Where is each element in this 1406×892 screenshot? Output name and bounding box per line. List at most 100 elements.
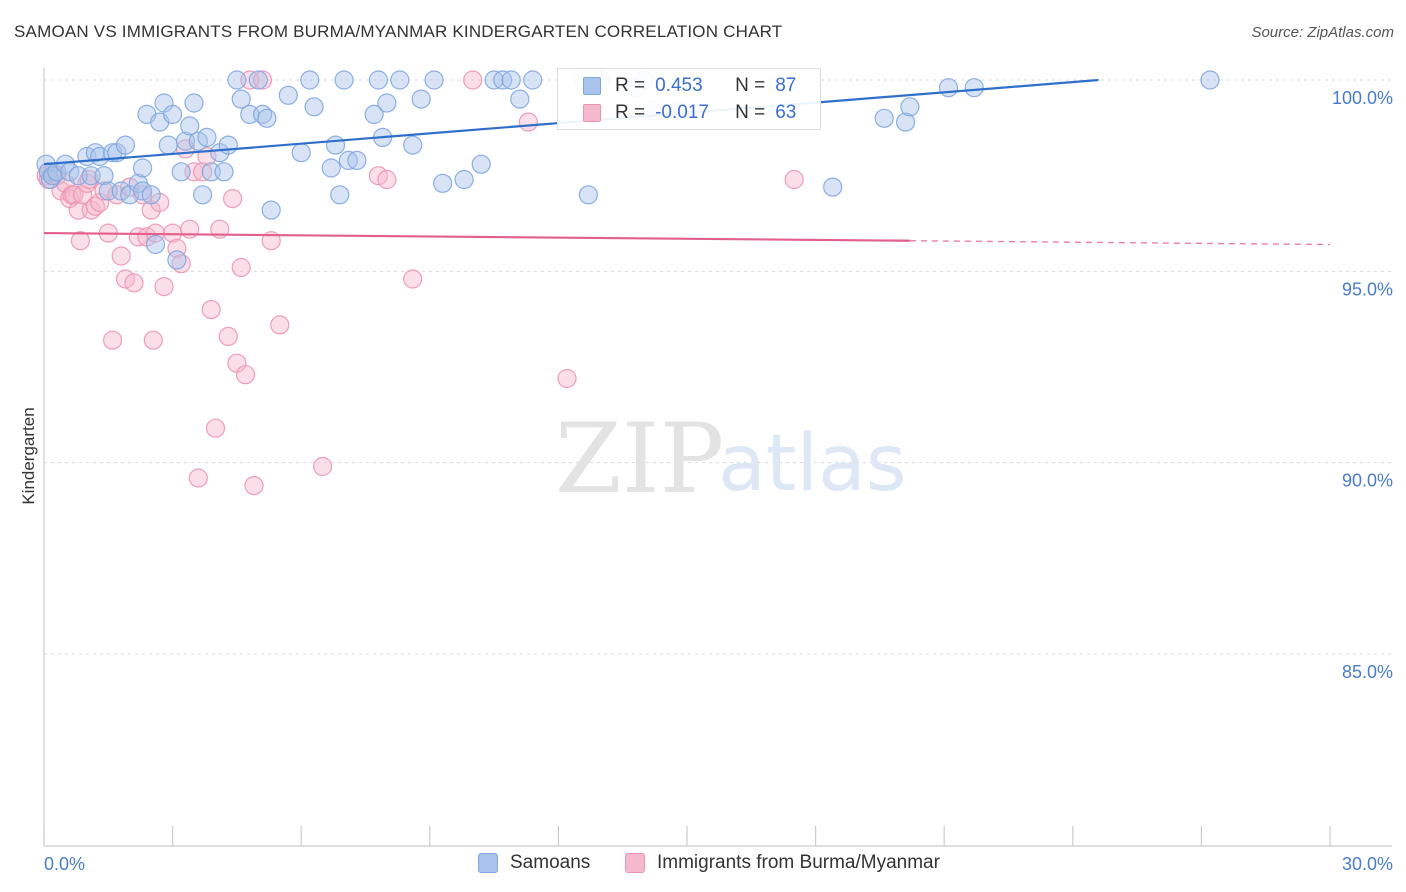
samoans-point [454,169,474,190]
burma-point [463,70,483,90]
burma-point [70,231,91,251]
y-axis-label: Kindergarten [19,407,38,504]
samoans-point [193,185,213,205]
samoans-point [578,185,599,205]
samoans-point [321,158,341,178]
samoans-point [510,89,530,109]
burma-point [143,330,163,350]
chart-title: SAMOAN VS IMMIGRANTS FROM BURMA/MYANMAR … [14,22,783,41]
burma-point [244,476,264,496]
samoans-point [895,112,916,132]
burma-point [167,238,187,258]
legend-row-samoans: R = 0.453 N = 87 [583,73,796,99]
burma-point [270,315,290,335]
samoans-point [141,185,161,205]
samoans-point [411,89,431,109]
trend-line-burma [43,231,910,242]
legend-row-burma: R = -0.017 N = 63 [583,100,796,126]
samoans-point [471,154,491,174]
burma-point [403,269,423,289]
samoans-point [368,70,388,90]
burma-point [201,300,221,320]
legend-item-samoans: Samoans [478,852,590,874]
samoans-point [874,108,894,128]
burma-point [235,365,256,385]
burma-point [231,257,251,278]
series-burma-points [36,70,804,496]
burma-point [223,189,243,209]
chart-source: Source: ZipAtlas.com [1251,24,1394,41]
samoans-point [171,162,191,182]
samoans-point [145,234,166,255]
samoans-point [424,70,444,90]
axis-labels: 85.0% 90.0% 95.0% 100.0% 0.0% 30.0% Kindergart… [19,88,1393,874]
x-tick-label-max: 30.0% [1342,854,1393,874]
burma-point [784,169,804,190]
burma-point [518,112,539,132]
burma-point [111,246,131,266]
x-tick-label-min: 0.0% [44,854,85,874]
burma-point [218,326,238,346]
samoans-point [330,185,350,205]
burma-point [154,277,174,297]
samoans-point [218,135,238,155]
legend-label-burma: Immigrants from Burma/Myanmar [657,852,940,873]
samoans-point [94,166,114,186]
legend-swatch-samoans [583,77,601,95]
burma-point [253,70,273,90]
legend-swatch-burma [625,853,645,873]
samoans-point [257,108,277,128]
legend-n-value-burma: 63 [775,102,797,123]
samoans-point [167,250,187,270]
legend-r-label: R = [615,102,646,123]
samoans-point [248,70,268,90]
burma-point [205,418,226,438]
samoans-point [823,177,843,197]
samoans-point [347,150,367,170]
samoans-point [1200,70,1220,90]
burma-point [377,169,397,190]
legend-r-value-samoans: 0.453 [655,75,703,96]
burma-point [313,456,333,477]
burma-point [188,468,208,488]
y-tick-label: 95.0% [1342,279,1393,299]
y-tick-label: 90.0% [1342,471,1393,491]
samoans-point [133,158,153,178]
watermark-atlas: atlas [718,419,907,509]
samoans-point [364,104,384,125]
legend-swatch-burma [583,104,601,122]
burma-point [557,368,577,389]
samoans-point [501,70,521,90]
burma-point [102,330,123,350]
samoans-point [214,162,234,182]
samoans-point [227,70,247,90]
legend-swatch-samoans [478,853,498,873]
samoans-point [261,200,281,220]
samoans-point [300,70,320,90]
axes [43,68,1392,847]
correlation-legend: R = 0.453 N = 87 R = -0.017 N = 63 [557,68,821,130]
watermark-zip: ZIP [555,403,724,515]
legend-label-samoans: Samoans [510,852,591,873]
watermark: ZIP atlas [555,403,907,515]
samoans-point [433,173,453,193]
samoans-point [291,143,311,163]
legend-r-label: R = [615,75,646,96]
samoans-point [900,97,920,117]
series-samoans-points [36,70,1220,270]
samoans-point [278,85,298,105]
y-tick-label: 100.0% [1332,88,1393,108]
samoans-point [964,78,984,98]
legend-n-label: N = [735,102,766,123]
legend-item-burma: Immigrants from Burma/Myanmar [625,852,940,874]
samoans-point [304,97,324,117]
trend-line-burma-extension [909,240,1331,246]
burma-point [124,273,144,293]
samoans-point [325,135,346,155]
samoans-point [390,70,410,90]
samoans-point [334,70,354,90]
samoans-point [197,127,217,147]
samoans-point [377,93,397,113]
legend-n-value-samoans: 87 [775,75,797,96]
